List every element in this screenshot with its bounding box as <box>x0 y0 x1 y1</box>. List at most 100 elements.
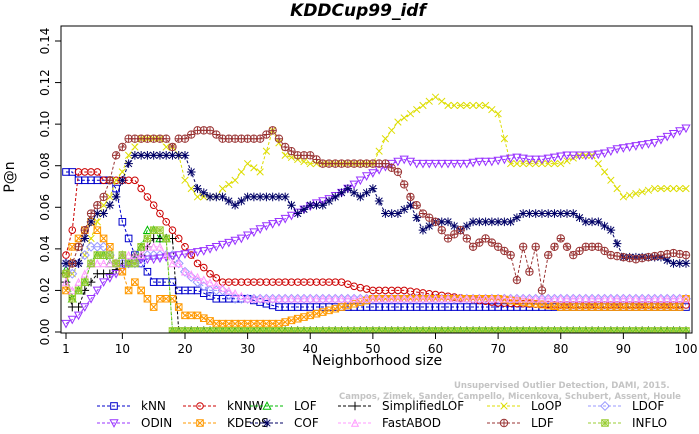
point-odin <box>236 234 246 244</box>
point-loop <box>93 218 101 226</box>
series-line-knn <box>66 171 686 308</box>
point-odin <box>462 159 472 169</box>
point-cof <box>149 151 158 160</box>
point-loop <box>99 201 108 209</box>
point-loop <box>494 110 502 118</box>
point-odin <box>625 143 635 152</box>
point-inflo <box>281 327 289 333</box>
point-inflo <box>406 327 415 333</box>
point-inflo <box>412 327 421 333</box>
point-cof <box>249 192 259 202</box>
point-odin <box>242 231 253 241</box>
point-fastabod <box>143 242 152 251</box>
point-fastabod <box>80 269 89 278</box>
point-cof <box>356 192 365 202</box>
point-ldf <box>531 242 540 251</box>
point-fastabod <box>224 286 233 295</box>
point-knnw <box>168 226 177 234</box>
point-inflo <box>638 327 646 333</box>
point-fastabod <box>105 258 114 268</box>
point-inflo <box>481 327 490 333</box>
point-inflo <box>437 327 446 333</box>
point-cof <box>61 259 71 268</box>
point-fastabod <box>562 294 572 303</box>
point-ldf <box>74 242 83 251</box>
point-loop <box>619 193 628 201</box>
point-fastabod <box>638 294 647 303</box>
point-fastabod <box>205 278 215 287</box>
point-cof <box>662 255 672 265</box>
point-cof <box>305 200 315 210</box>
point-odin <box>480 157 491 167</box>
point-knnw <box>156 209 164 218</box>
point-odin <box>418 159 428 169</box>
point-cof <box>312 200 321 210</box>
point-cof <box>506 217 515 227</box>
point-knn <box>124 234 133 243</box>
legend-item-odin: ODIN <box>97 416 172 430</box>
point-inflo <box>394 327 402 333</box>
point-odin <box>205 245 215 254</box>
point-cof <box>155 151 165 160</box>
point-fastabod <box>331 294 340 303</box>
point-cof <box>193 184 202 193</box>
point-odin <box>318 197 328 206</box>
point-fastabod <box>569 294 578 303</box>
point-loop <box>613 184 621 193</box>
point-odin <box>643 140 654 149</box>
point-kdeos <box>93 226 102 234</box>
point-odin <box>581 151 591 161</box>
point-loop <box>582 151 590 159</box>
point-odin <box>80 303 90 312</box>
point-cof <box>93 209 102 218</box>
point-ldf <box>105 176 115 185</box>
point-kdeos <box>337 303 346 311</box>
point-fastabod <box>287 294 296 303</box>
point-odin <box>355 176 365 186</box>
point-fastabod <box>625 294 634 303</box>
point-loop <box>243 159 252 168</box>
point-loop <box>162 143 170 151</box>
point-knnw <box>199 263 208 272</box>
point-inflo <box>74 286 83 295</box>
point-cof <box>80 234 90 243</box>
series-ldf <box>61 126 691 295</box>
point-inflo <box>600 327 609 333</box>
point-fastabod <box>556 294 565 303</box>
point-cof <box>412 213 422 222</box>
point-fastabod <box>431 294 440 303</box>
point-fastabod <box>293 294 302 303</box>
point-odin <box>512 153 522 163</box>
point-inflo <box>118 251 127 259</box>
point-cof <box>462 221 472 231</box>
point-odin <box>637 141 647 150</box>
legend-label: SimplifiedLOF <box>382 399 464 413</box>
point-ldf <box>456 225 465 235</box>
point-cof <box>406 200 415 210</box>
point-cof <box>600 221 609 231</box>
point-cof <box>161 151 171 160</box>
y-tick-label: 0.00 <box>38 319 52 346</box>
point-odin <box>443 159 453 169</box>
point-odin <box>474 157 484 167</box>
legend-marker <box>599 400 611 412</box>
point-odin <box>167 252 178 261</box>
point-inflo <box>124 259 133 268</box>
point-fastabod <box>468 294 478 303</box>
point-inflo <box>112 259 120 268</box>
point-loop <box>231 176 239 184</box>
point-kdeos <box>68 242 77 251</box>
point-ldf <box>450 230 459 239</box>
point-ldf <box>99 192 108 202</box>
point-loop <box>181 176 189 184</box>
point-odin <box>199 247 209 256</box>
point-loop <box>481 101 490 110</box>
point-fastabod <box>506 294 515 303</box>
point-odin <box>455 159 466 169</box>
point-kdeos <box>300 313 308 321</box>
point-inflo <box>231 327 239 333</box>
point-inflo <box>99 251 108 259</box>
point-odin <box>261 222 272 231</box>
point-ldf <box>306 151 315 160</box>
point-cof <box>568 209 578 218</box>
